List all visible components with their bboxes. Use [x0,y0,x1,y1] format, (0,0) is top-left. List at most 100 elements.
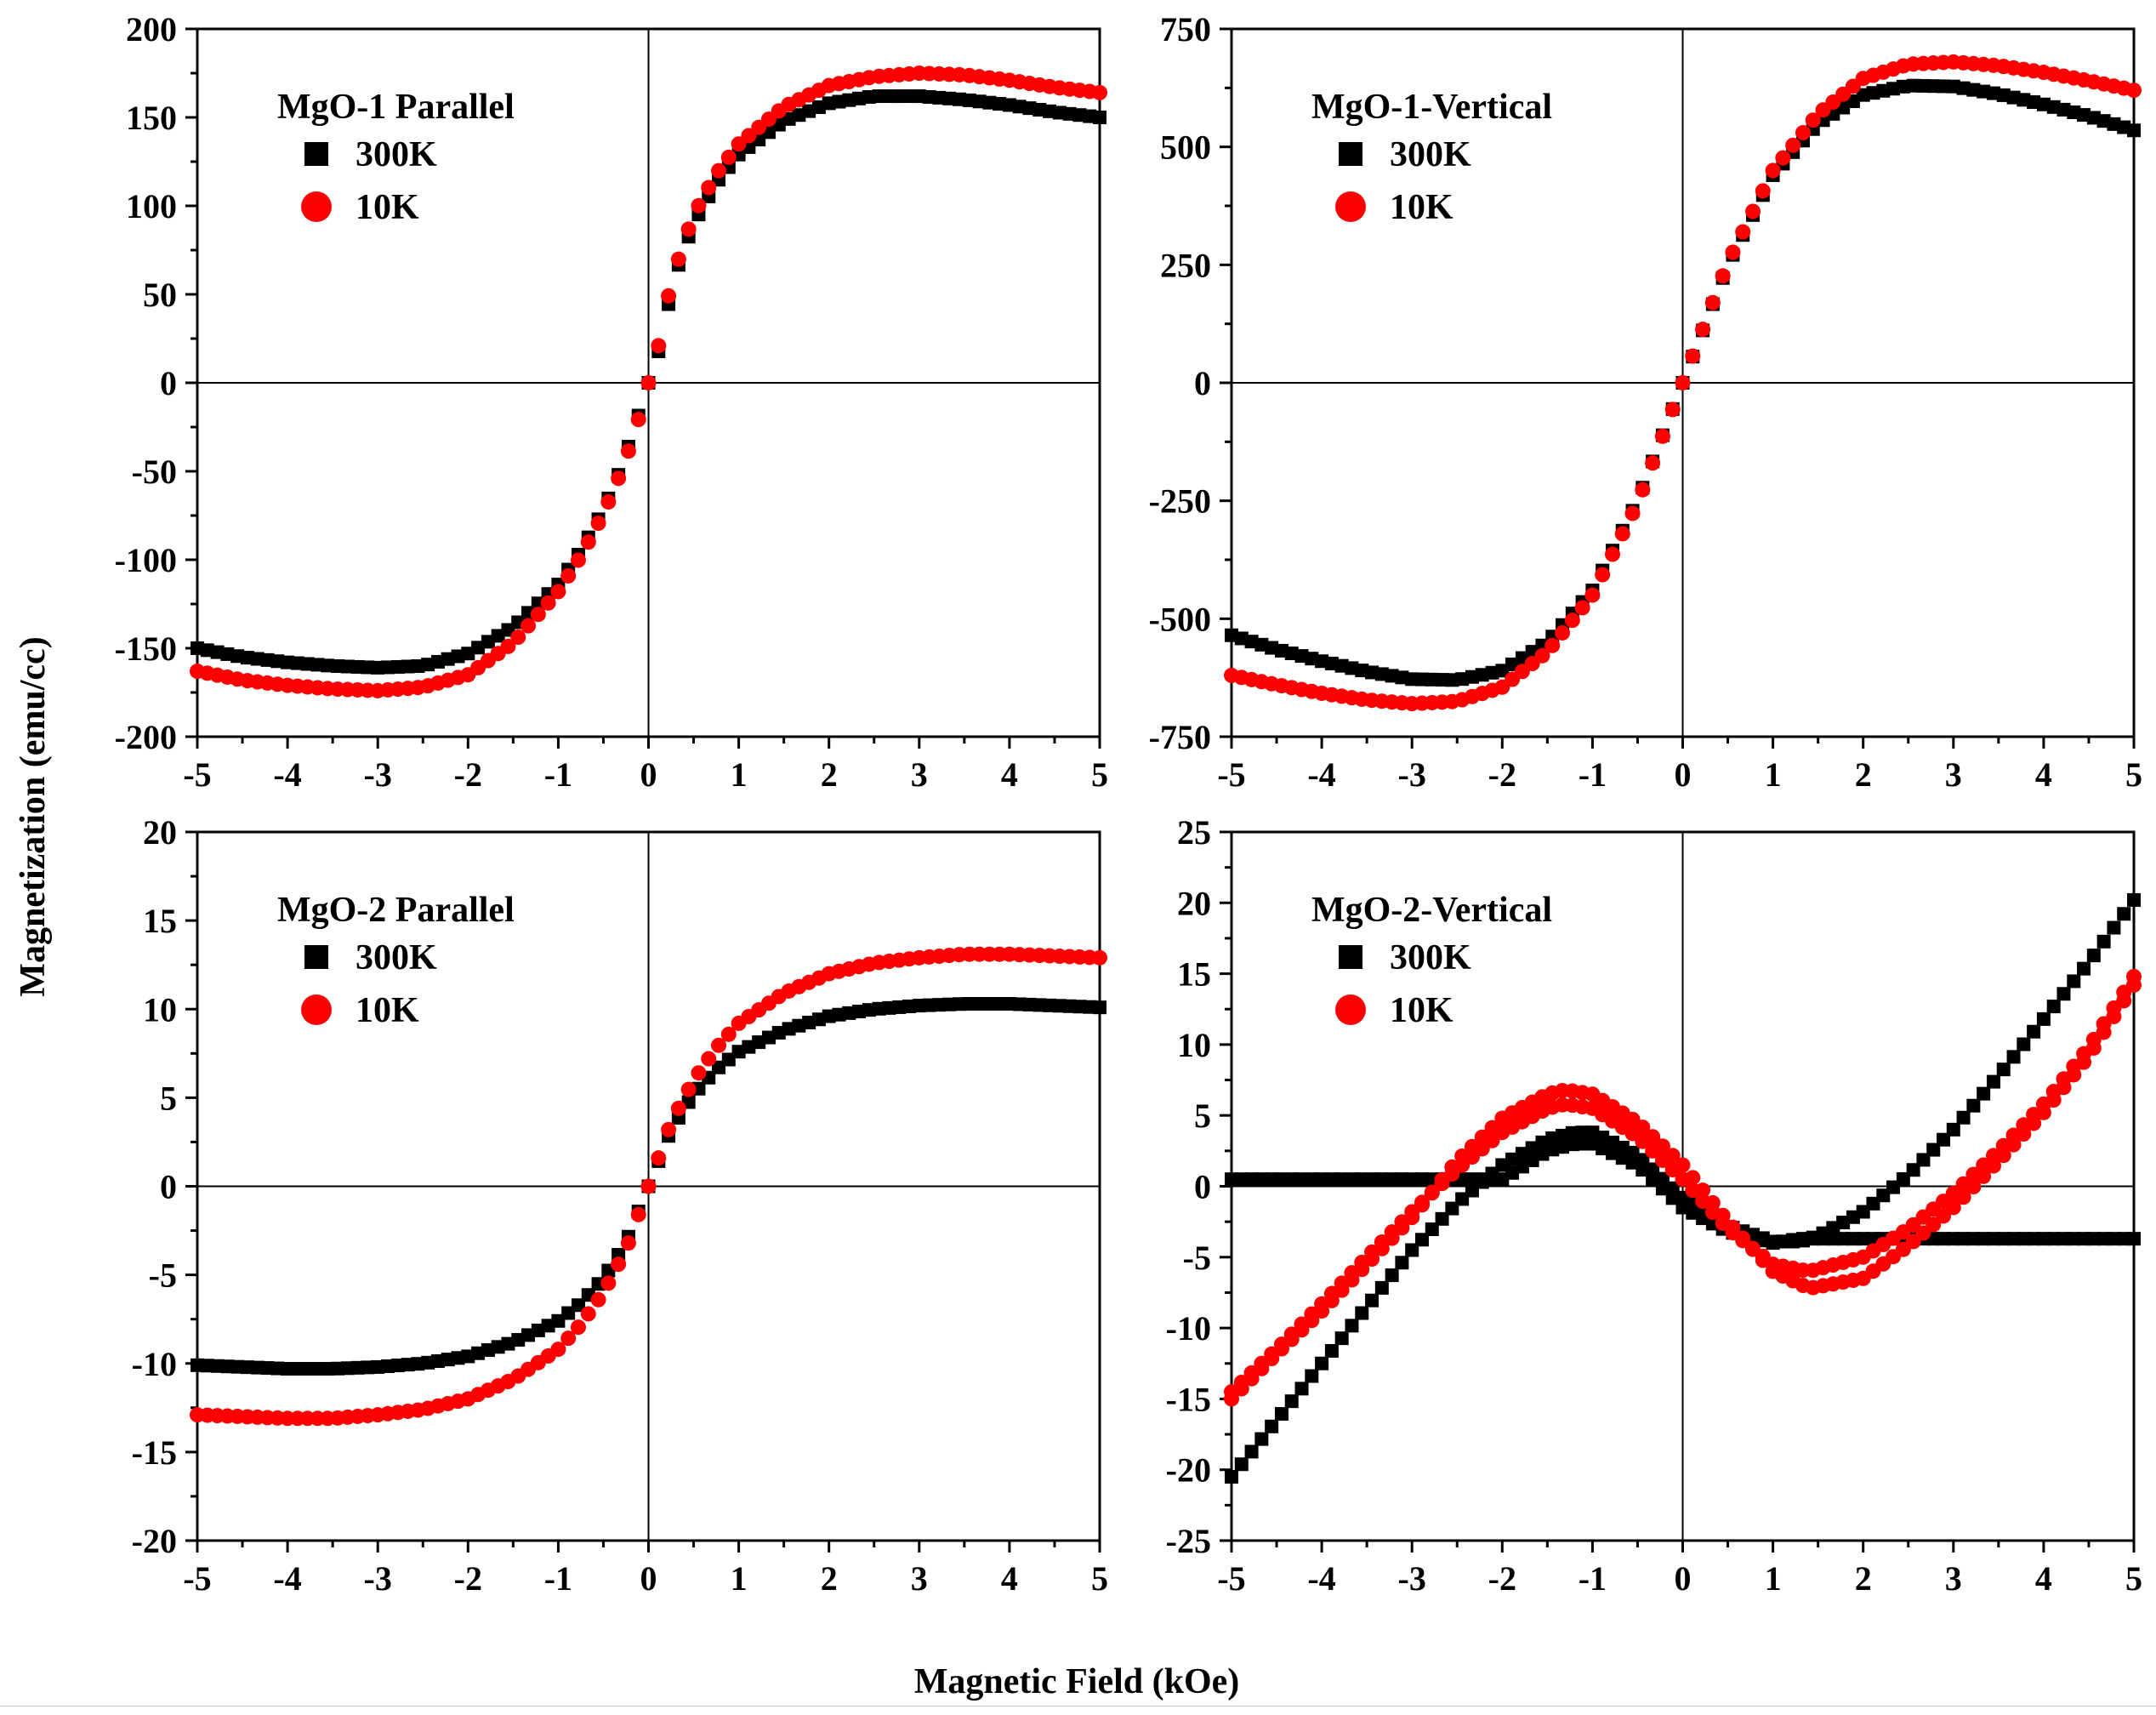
data-point-300K [1435,1211,1449,1226]
data-point-10K [1735,1230,1751,1246]
data-point-300K [571,1298,585,1313]
y-tick-label: 20 [143,813,177,852]
data-point-10K [1936,1208,1952,1224]
data-point-300K [1274,1406,1288,1421]
x-tick-label: 5 [2125,1559,2142,1598]
data-point-10K [500,638,516,654]
data-point-10K [580,1306,596,1322]
y-tick-label: 20 [1177,884,1211,922]
y-tick-label: -200 [115,718,177,756]
y-tick-label: 0 [160,1168,177,1206]
x-tick-label: -2 [454,1559,482,1598]
x-tick-label: -4 [273,755,301,794]
x-tick-label: -3 [1398,1559,1426,1598]
data-point-10K [711,162,727,179]
data-point-300K [2107,920,2121,935]
legend-label-10K: 10K [1390,991,1453,1030]
y-tick-label: -5 [149,1256,177,1295]
data-point-10K [1224,1391,1239,1407]
y-tick-label: 0 [160,364,177,402]
legend-title: MgO-2-Vertical [1311,891,1552,930]
x-tick-label: 4 [2035,755,2052,794]
data-point-10K [570,1319,586,1336]
data-point-10K [1544,637,1561,653]
data-point-10K [1344,1272,1360,1288]
y-tick-label: -10 [132,1345,177,1383]
data-point-10K [720,1026,737,1042]
data-point-10K [570,552,586,568]
data-point-300K [2046,1000,2061,1014]
data-point-10K [1304,1313,1320,1329]
data-point-10K [630,412,646,428]
legend-marker-300K [1339,142,1362,166]
data-point-10K [1915,1225,1931,1241]
y-tick-label: -10 [1166,1309,1211,1348]
y-tick-label: -750 [1149,718,1211,756]
data-point-10K [1444,1159,1460,1175]
x-tick-label: 1 [1765,1559,1782,1598]
x-tick-label: -2 [1488,1559,1516,1598]
data-point-10K [1574,600,1590,616]
data-point-300K [1254,1432,1269,1446]
panel-top-left: -5 -4 -3 -2 -1 0 1 2 3 4 5 -200 -150 -100 -50 0 50 100 150… [115,10,1108,794]
data-point-10K [2035,1104,2051,1120]
data-point-300K [1305,1369,1319,1383]
panel-bottom-right: -5 -4 -3 -2 -1 0 1 2 3 4 5-25-20-15-10-50510152025… [1166,813,2142,1598]
y-tick-label: 10 [143,990,177,1028]
data-point-10K [630,1206,646,1222]
legend-title: MgO-1-Vertical [1311,88,1552,127]
x-tick-label: -1 [544,755,572,794]
data-point-10K [580,534,596,550]
y-tick-label: 15 [1177,955,1211,994]
data-point-10K [1233,1381,1249,1397]
data-point-10K [1976,1168,1992,1184]
data-point-10K [1805,112,1821,128]
data-point-10K [711,1037,727,1053]
data-point-10K [1795,125,1811,141]
x-tick-label: 4 [2035,1559,2052,1598]
data-point-10K [1564,612,1580,629]
data-point-10K [2016,1126,2032,1142]
x-tick-label: 2 [1855,755,1872,794]
y-tick-label: 50 [143,276,177,314]
data-point-10K [1635,1120,1651,1136]
data-point-300K [2127,123,2141,138]
data-point-10K [2045,1092,2062,1108]
data-point-10K [661,1121,677,1137]
data-point-10K [600,1275,617,1291]
data-point-300K [2096,934,2111,949]
data-point-300K [1956,1110,1971,1125]
data-point-10K [1685,1170,1701,1186]
data-point-10K [1464,1138,1480,1154]
x-tick-label: -5 [183,755,211,794]
data-point-10K [1424,1184,1440,1200]
data-point-10K [720,149,737,165]
data-point-300K [2056,987,2071,1001]
legend-title: MgO-2 Parallel [277,891,515,930]
data-point-10K [1614,526,1630,542]
data-point-10K [1745,203,1761,219]
data-point-10K [550,1342,566,1358]
data-point-300K [1345,1319,1359,1333]
data-point-10K [1584,587,1601,603]
y-axis-title: Magnetization (emu/cc) [14,636,53,996]
data-point-10K [2026,1115,2042,1131]
data-point-10K [1635,481,1651,498]
x-tick-label: 3 [1945,755,1962,794]
data-point-10K [611,470,627,487]
data-point-10K [1965,1179,1982,1195]
data-series [190,66,1107,698]
data-point-10K [1695,322,1711,338]
data-point-300K [2127,1232,2141,1246]
y-tick-label: -500 [1149,600,1211,638]
data-point-10K [1654,428,1670,444]
data-point-10K [1775,150,1791,166]
data-point-10K [1404,1210,1420,1226]
data-point-300K [1265,1419,1279,1433]
data-point-300K [2077,961,2091,976]
y-tick-label: -15 [1166,1380,1211,1418]
y-tick-label: 0 [1194,1168,1211,1206]
series-10K [190,66,1107,698]
y-tick-label: 150 [126,99,177,137]
data-point-300K [1294,1382,1309,1396]
